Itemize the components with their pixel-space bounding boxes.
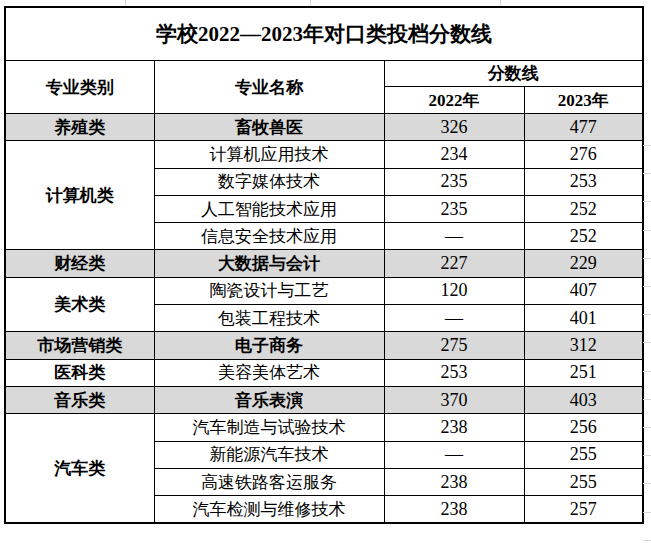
score-2023-cell: 407: [524, 277, 643, 304]
score-2023-cell: 253: [524, 168, 643, 195]
score-2023-cell: 477: [524, 114, 643, 141]
gridline-stub: [643, 483, 651, 484]
major-cell: 电子商务: [154, 332, 384, 359]
gridline-stub: [310, 0, 311, 6]
title-row: 学校2022—2023年对口类投档分数线: [5, 7, 643, 61]
score-2022-cell: 227: [384, 250, 524, 277]
gridline-stub: [643, 173, 651, 174]
score-2023-cell: 252: [524, 195, 643, 222]
score-2023-cell: 401: [524, 305, 643, 332]
score-table-body: 养殖类畜牧兽医326477计算机类计算机应用技术234276数字媒体技术2352…: [5, 114, 643, 523]
score-2022-cell: —: [384, 305, 524, 332]
score-2023-cell: 312: [524, 332, 643, 359]
gridline-stub: [643, 455, 651, 456]
category-cell: 汽车类: [5, 414, 154, 523]
major-cell: 计算机应用技术: [154, 141, 384, 168]
category-cell: 财经类: [5, 250, 154, 277]
score-2022-cell: —: [384, 223, 524, 250]
score-2023-cell: 256: [524, 414, 643, 441]
major-cell: 数字媒体技术: [154, 168, 384, 195]
score-2023-cell: 255: [524, 441, 643, 468]
table-row: 市场营销类电子商务275312: [5, 332, 643, 359]
score-2023-cell: 403: [524, 386, 643, 413]
score-2023-cell: 255: [524, 468, 643, 495]
gridline-stub: [643, 342, 651, 343]
header-score-line: 分数线: [384, 61, 643, 87]
score-2022-cell: 326: [384, 114, 524, 141]
category-cell: 养殖类: [5, 114, 154, 141]
category-cell: 医科类: [5, 359, 154, 386]
score-2022-cell: 235: [384, 168, 524, 195]
score-2022-cell: 275: [384, 332, 524, 359]
category-cell: 音乐类: [5, 386, 154, 413]
header-year-2022: 2022年: [384, 87, 524, 114]
table-row: 美术类陶瓷设计与工艺120407: [5, 277, 643, 304]
score-2022-cell: 238: [384, 414, 524, 441]
table-row: 医科类美容美体艺术253251: [5, 359, 643, 386]
major-cell: 音乐表演: [154, 386, 384, 413]
table-row: 音乐类音乐表演370403: [5, 386, 643, 413]
major-cell: 大数据与会计: [154, 250, 384, 277]
major-cell: 美容美体艺术: [154, 359, 384, 386]
header-year-2023: 2023年: [524, 87, 643, 114]
score-2022-cell: —: [384, 441, 524, 468]
gridline-stub: [643, 399, 651, 400]
gridline-stub: [643, 540, 651, 541]
table-title: 学校2022—2023年对口类投档分数线: [5, 7, 643, 61]
table-row: 财经类大数据与会计227229: [5, 250, 643, 277]
score-table: 学校2022—2023年对口类投档分数线 专业类别 专业名称 分数线 2022年…: [4, 6, 644, 524]
score-2022-cell: 370: [384, 386, 524, 413]
gridline-stub: [500, 0, 501, 6]
header-major: 专业名称: [154, 61, 384, 114]
gridline-stub: [125, 0, 126, 6]
category-cell: 计算机类: [5, 141, 154, 250]
spreadsheet-canvas: { "title": "学校2022—2023年对口类投档分数线", "head…: [0, 0, 651, 543]
gridline-stub: [643, 371, 651, 372]
gridline-stub: [643, 145, 651, 146]
header-category: 专业类别: [5, 61, 154, 114]
score-2022-cell: 238: [384, 496, 524, 523]
major-cell: 陶瓷设计与工艺: [154, 277, 384, 304]
header-row-1: 专业类别 专业名称 分数线: [5, 61, 643, 87]
major-cell: 包装工程技术: [154, 305, 384, 332]
gridline-stub: [643, 230, 651, 231]
major-cell: 高速铁路客运服务: [154, 468, 384, 495]
score-2022-cell: 235: [384, 195, 524, 222]
gridline-stub: [643, 201, 651, 202]
gridline-stub: [643, 258, 651, 259]
major-cell: 畜牧兽医: [154, 114, 384, 141]
gridline-stub: [643, 427, 651, 428]
score-2022-cell: 238: [384, 468, 524, 495]
major-cell: 汽车检测与维修技术: [154, 496, 384, 523]
gridline-stub: [643, 286, 651, 287]
score-2023-cell: 251: [524, 359, 643, 386]
major-cell: 信息安全技术应用: [154, 223, 384, 250]
major-cell: 人工智能技术应用: [154, 195, 384, 222]
score-2023-cell: 257: [524, 496, 643, 523]
score-2023-cell: 276: [524, 141, 643, 168]
major-cell: 新能源汽车技术: [154, 441, 384, 468]
category-cell: 美术类: [5, 277, 154, 332]
table-row: 计算机类计算机应用技术234276: [5, 141, 643, 168]
score-2023-cell: 229: [524, 250, 643, 277]
score-2022-cell: 234: [384, 141, 524, 168]
score-2022-cell: 253: [384, 359, 524, 386]
major-cell: 汽车制造与试验技术: [154, 414, 384, 441]
category-cell: 市场营销类: [5, 332, 154, 359]
score-2022-cell: 120: [384, 277, 524, 304]
table-row: 养殖类畜牧兽医326477: [5, 114, 643, 141]
gridline-stub: [643, 512, 651, 513]
score-2023-cell: 252: [524, 223, 643, 250]
gridline-stub: [643, 314, 651, 315]
table-row: 汽车类汽车制造与试验技术238256: [5, 414, 643, 441]
